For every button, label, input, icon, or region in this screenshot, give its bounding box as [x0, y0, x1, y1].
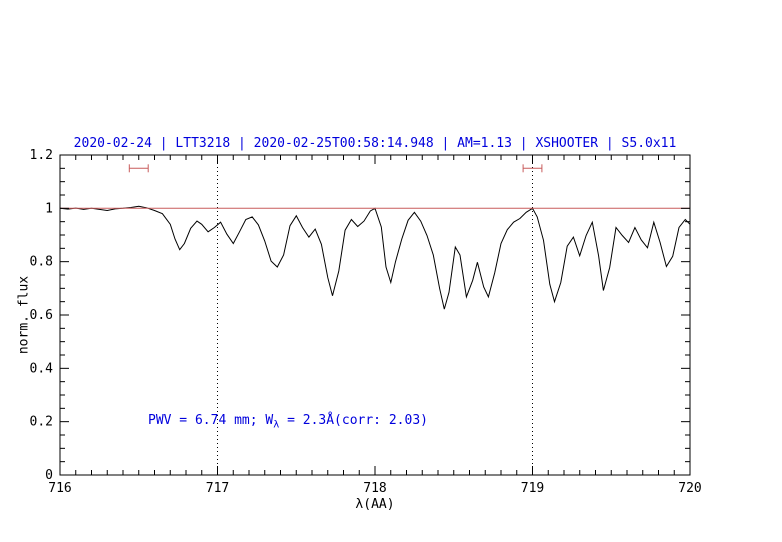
y-tick-label: 1	[45, 201, 53, 216]
y-tick-label: 0.4	[30, 361, 54, 376]
x-tick-label: 718	[363, 481, 386, 496]
x-tick-label: 716	[48, 481, 71, 496]
plot-title: 2020-02-24 | LTT3218 | 2020-02-25T00:58:…	[73, 136, 677, 151]
y-tick-label: 0.2	[30, 415, 53, 430]
y-tick-label: 0.8	[30, 255, 53, 270]
x-tick-label: 719	[521, 481, 544, 496]
y-tick-label: 1.2	[30, 148, 53, 163]
pwv-annotation: PWV = 6.74 mm; Wλ = 2.3Å(corr: 2.03)	[148, 413, 428, 431]
annotation-lambda-subscript: λ	[273, 419, 280, 431]
annotation-prefix: PWV = 6.74 mm; W	[148, 413, 274, 428]
y-tick-label: 0.6	[30, 308, 53, 323]
y-tick-label: 0	[45, 468, 53, 483]
annotation-suffix: = 2.3Å(corr: 2.03)	[279, 413, 428, 428]
y-axis-label: norm. flux	[16, 275, 32, 355]
x-tick-label: 717	[206, 481, 229, 496]
x-tick-label: 720	[678, 481, 701, 496]
spectrum-line	[59, 205, 691, 310]
x-axis-label: λ(AA)	[355, 497, 395, 512]
